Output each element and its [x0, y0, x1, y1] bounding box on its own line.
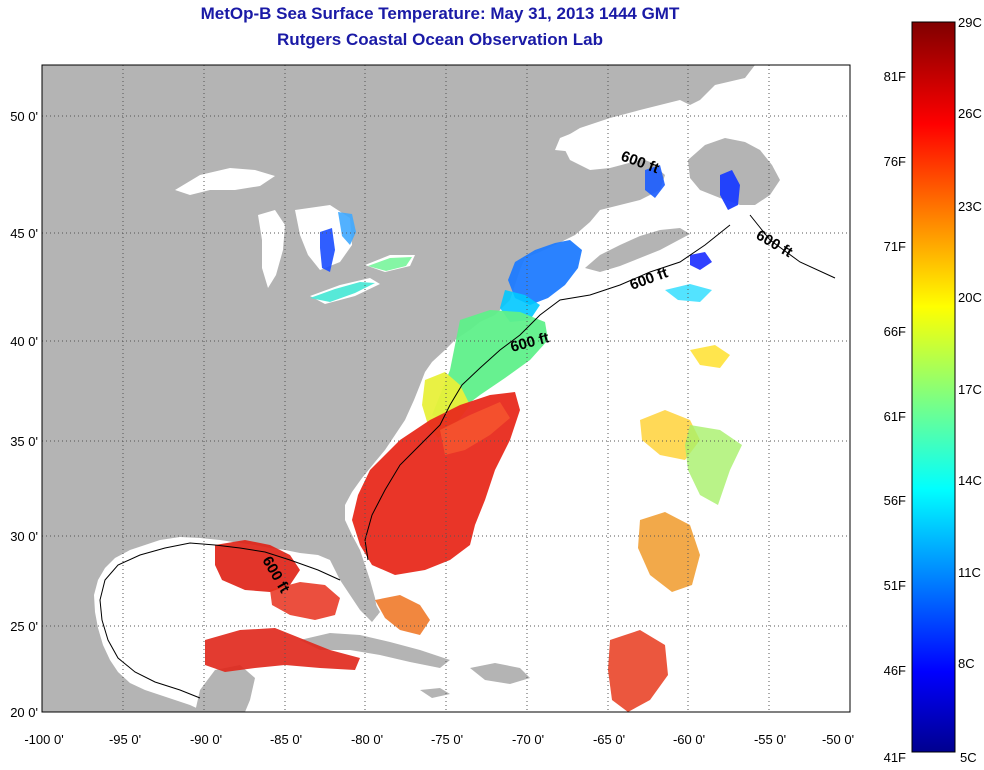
lon-tick-label: -85 0' [270, 732, 302, 747]
colorbar-celsius-label: 26C [958, 106, 982, 121]
colorbar-fahrenheit-label: 51F [884, 578, 906, 593]
sst-newfoundland [720, 170, 740, 210]
colorbar-fahrenheit-label: 71F [884, 239, 906, 254]
sst-caribbean [205, 628, 360, 672]
sst-offshore-patch-1 [690, 345, 730, 368]
lat-tick-label: 35 0' [10, 434, 38, 449]
land-newfoundland [688, 138, 780, 205]
sst-offshore-swath-4 [608, 630, 668, 712]
map-title: MetOp-B Sea Surface Temperature: May 31,… [200, 4, 680, 23]
sst-offshore-swath-2 [685, 425, 742, 505]
lon-tick-labels: -100 0' -95 0' -90 0' -85 0' -80 0' -75 … [24, 732, 854, 747]
isobath-600ft [99, 214, 836, 699]
land-hispaniola [470, 663, 530, 684]
sst-sable-bank [690, 252, 712, 270]
sst-gulf-west [215, 540, 300, 592]
land-yucatan [195, 665, 255, 712]
land-florida [330, 545, 380, 622]
colorbar-fahrenheit-label: 56F [884, 493, 906, 508]
land-cuba [300, 633, 450, 668]
colorbar-fahrenheit-label: 61F [884, 409, 906, 424]
colorbar-celsius-label: 23C [958, 199, 982, 214]
lon-tick-label: -65 0' [593, 732, 625, 747]
colorbar-celsius-label: 17C [958, 382, 982, 397]
lat-tick-label: 25 0' [10, 619, 38, 634]
lat-tick-label: 45 0' [10, 226, 38, 241]
lon-tick-label: -100 0' [24, 732, 63, 747]
lat-tick-label: 30 0' [10, 529, 38, 544]
colorbar-fahrenheit-label: 41F [884, 750, 906, 765]
lon-tick-label: -90 0' [190, 732, 222, 747]
colorbar [911, 21, 956, 753]
sst-gulf-stream [440, 402, 510, 455]
lon-tick-label: -50 0' [822, 732, 854, 747]
sst-offshore-swath-3 [638, 512, 700, 592]
lon-tick-label: -70 0' [512, 732, 544, 747]
sst-offshore-swath-1 [640, 410, 700, 460]
colorbar-celsius-label: 5C [960, 750, 977, 765]
graticule [42, 65, 850, 712]
lat-tick-labels: 50 0' 45 0' 40 0' 35 0' 30 0' 25 0' 20 0… [10, 109, 38, 720]
sst-gulf-of-maine [508, 240, 582, 305]
st-lawrence [560, 100, 700, 170]
sst-lake-michigan [320, 228, 335, 272]
land-nova-scotia [585, 228, 690, 272]
sst-bahamas [375, 595, 430, 635]
map-frame [41, 64, 851, 713]
colorbar-fahrenheit-label: 46F [884, 663, 906, 678]
lake-michigan [258, 210, 285, 288]
land-jamaica [420, 688, 450, 698]
colorbar-fahrenheit-labels: 81F 76F 71F 66F 61F 56F 51F 46F 41F [884, 69, 906, 765]
colorbar-fahrenheit-label: 81F [884, 69, 906, 84]
colorbar-celsius-label: 8C [958, 656, 975, 671]
sst-lake-erie [310, 282, 375, 302]
colorbar-celsius-labels: 29C 26C 23C 20C 17C 14C 11C 8C 5C [958, 15, 982, 765]
lat-tick-label: 40 0' [10, 334, 38, 349]
sst-lake-huron [338, 212, 356, 245]
colorbar-celsius-label: 20C [958, 290, 982, 305]
colorbar-celsius-label: 14C [958, 473, 982, 488]
colorbar-fahrenheit-label: 76F [884, 154, 906, 169]
land-north-america [42, 65, 755, 712]
lat-tick-label: 20 0' [10, 705, 38, 720]
sst-lake-ontario [368, 257, 412, 271]
lon-tick-label: -60 0' [673, 732, 705, 747]
colorbar-celsius-label: 11C [958, 565, 981, 580]
lat-tick-label: 50 0' [10, 109, 38, 124]
lake-superior [175, 168, 275, 195]
sst-gulf-st-lawrence [645, 165, 665, 198]
colorbar-celsius-label: 29C [958, 15, 982, 30]
lon-tick-label: -75 0' [431, 732, 463, 747]
lon-tick-label: -55 0' [754, 732, 786, 747]
sst-gulf-center [270, 582, 340, 620]
lon-tick-label: -95 0' [109, 732, 141, 747]
map-subtitle: Rutgers Coastal Ocean Observation Lab [277, 30, 603, 49]
colorbar-fahrenheit-label: 66F [884, 324, 906, 339]
lon-tick-label: -80 0' [351, 732, 383, 747]
